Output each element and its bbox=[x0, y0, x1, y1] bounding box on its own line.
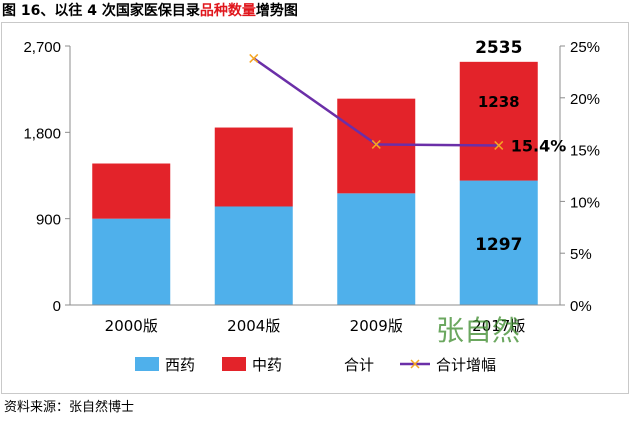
y-tick-label-right: 0% bbox=[570, 298, 592, 315]
source-note: 资料来源：张自然博士 bbox=[4, 400, 135, 415]
x-tick-label: 2000版 bbox=[105, 317, 158, 335]
watermark: 张自然 bbox=[436, 314, 521, 347]
bar-western bbox=[459, 180, 538, 305]
growth-marker bbox=[249, 53, 259, 63]
growth-marker-stroke bbox=[249, 53, 259, 63]
legend-label-total: 合计 bbox=[344, 356, 374, 374]
y-tick-label-right: 15% bbox=[570, 143, 600, 160]
western-label-2017: 1297 bbox=[475, 235, 522, 255]
chart-title-prefix: 图 16、以往 4 次国家医保目录 bbox=[2, 3, 200, 19]
legend-label-chinese: 中药 bbox=[252, 356, 282, 374]
chinese-label-2017: 1238 bbox=[478, 93, 520, 111]
legend-swatch-growth-marker bbox=[410, 359, 420, 369]
bar-chinese bbox=[337, 98, 416, 194]
y-tick-label-right: 20% bbox=[570, 91, 600, 108]
bar-western bbox=[337, 193, 416, 305]
growth-label-2017: 15.4% bbox=[511, 136, 567, 155]
growth-marker bbox=[371, 139, 381, 149]
legend-label-growth: 合计增幅 bbox=[436, 356, 496, 374]
bar-chinese bbox=[214, 127, 293, 207]
y-tick-label-right: 5% bbox=[570, 246, 592, 263]
chart-title: 图 16、以往 4 次国家医保目录品种数量增势图 bbox=[2, 1, 298, 21]
chart-frame bbox=[1, 22, 629, 394]
y-tick-label-left: 900 bbox=[36, 212, 61, 229]
chart-title-highlight: 品种数量 bbox=[199, 3, 256, 19]
y-tick-label-left: 0 bbox=[53, 298, 61, 315]
legend-label-western: 西药 bbox=[165, 356, 195, 374]
y-tick-label-left: 2,700 bbox=[23, 39, 61, 56]
growth-marker-stroke bbox=[371, 139, 381, 149]
total-label-2017: 2535 bbox=[475, 38, 522, 58]
legend-swatch-chinese bbox=[222, 357, 246, 371]
x-tick-label: 2009版 bbox=[350, 317, 403, 335]
y-tick-label-right: 10% bbox=[570, 194, 600, 211]
bar-chinese bbox=[459, 61, 538, 181]
x-tick-label: 2017版 bbox=[472, 317, 525, 335]
bar-chinese bbox=[92, 163, 171, 219]
chart-title-suffix: 增势图 bbox=[255, 3, 298, 19]
x-tick-label: 2004版 bbox=[227, 317, 280, 335]
growth-marker-stroke bbox=[494, 140, 504, 150]
y-tick-label-left: 1,800 bbox=[23, 125, 61, 142]
growth-marker bbox=[494, 140, 504, 150]
bar-western bbox=[214, 206, 293, 305]
legend-swatch-western bbox=[135, 357, 159, 371]
bar-western bbox=[92, 218, 171, 305]
y-tick-label-right: 25% bbox=[570, 39, 600, 56]
